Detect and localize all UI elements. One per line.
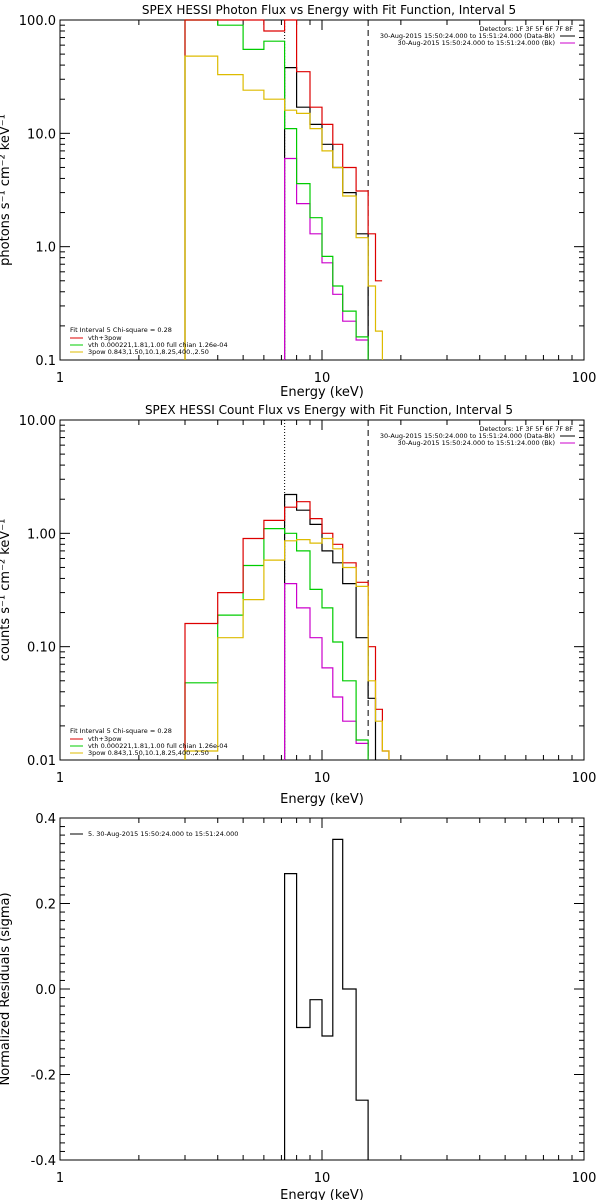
x-tick-label: 10 xyxy=(314,771,331,786)
y-tick-label: 1.0 xyxy=(35,241,56,256)
legend-entry: vth+3pow xyxy=(88,334,122,342)
y-axis-label: counts s⁻¹ cm⁻² keV⁻¹ xyxy=(0,519,13,662)
x-tick-label: 10 xyxy=(314,1171,331,1186)
series-0-histogram xyxy=(284,838,369,1160)
data-series xyxy=(184,493,390,760)
legend-entry: 30-Aug-2015 15:50:24.000 to 15:51:24.000… xyxy=(398,39,555,47)
legend-entry: 30-Aug-2015 15:50:24.000 to 15:51:24.000… xyxy=(380,432,555,440)
x-axis-label: Energy (keV) xyxy=(280,1188,364,1200)
y-tick-label: 10.00 xyxy=(19,414,56,429)
y-tick-label: -0.2 xyxy=(31,1069,56,1084)
legend-top-left: 5. 30-Aug-2015 15:50:24.000 to 15:51:24.… xyxy=(70,830,238,838)
legend-top-right: Detectors: 1F 3F 5F 6F 7F 8F 30-Aug-2015… xyxy=(380,25,575,47)
legend-entry: 30-Aug-2015 15:50:24.000 to 15:51:24.000… xyxy=(398,439,555,447)
x-tick-labels: 1 10 100 xyxy=(56,771,597,786)
chart-title: SPEX HESSI Count Flux vs Energy with Fit… xyxy=(145,403,513,417)
data-series xyxy=(284,838,369,1160)
y-axis-label: Normalized Residuals (sigma) xyxy=(0,892,13,1085)
y-tick-label: 100.0 xyxy=(19,14,56,29)
legend-entry: 30-Aug-2015 15:50:24.000 to 15:51:24.000… xyxy=(380,32,555,40)
series-0-histogram xyxy=(284,493,377,760)
legend-header: Detectors: 1F 3F 5F 6F 7F 8F xyxy=(479,425,573,433)
legend-bottom-left: Fit Interval 5 Chi-square = 0.28 vth+3po… xyxy=(70,727,228,757)
series-2-histogram xyxy=(184,528,369,760)
x-tick-labels: 1 10 100 xyxy=(56,1171,597,1186)
plot-frame xyxy=(59,19,585,361)
y-tick-label: 0.01 xyxy=(27,754,56,769)
y-tick-label: 0.4 xyxy=(35,812,56,827)
legend-entry: vth 0.000221,1.81,1.00 full chian 1.26e-… xyxy=(88,341,228,349)
y-tick-labels: 0.1 1.0 10.0 100.0 xyxy=(19,14,56,369)
legend-header: Fit Interval 5 Chi-square = 0.28 xyxy=(70,326,172,334)
legend-header: Fit Interval 5 Chi-square = 0.28 xyxy=(70,727,172,735)
x-tick-label: 10 xyxy=(314,371,331,386)
x-axis-label: Energy (keV) xyxy=(280,385,364,400)
x-tick-label: 100 xyxy=(572,371,597,386)
legend-header: Detectors: 1F 3F 5F 6F 7F 8F xyxy=(479,25,573,33)
y-tick-label: 0.1 xyxy=(35,354,56,369)
data-series xyxy=(184,19,383,360)
x-tick-labels: 1 10 100 xyxy=(56,371,597,386)
legend-top-right: Detectors: 1F 3F 5F 6F 7F 8F 30-Aug-2015… xyxy=(380,425,575,447)
y-tick-label: 1.00 xyxy=(27,527,56,542)
x-axis-label: Energy (keV) xyxy=(280,792,364,807)
axis-ticks xyxy=(60,20,584,360)
legend-bottom-left: Fit Interval 5 Chi-square = 0.28 vth+3po… xyxy=(70,326,228,356)
y-tick-labels: -0.4 -0.2 0.0 0.2 0.4 xyxy=(31,812,56,1169)
photon-flux-panel: SPEX HESSI Photon Flux vs Energy with Fi… xyxy=(0,3,596,400)
x-tick-label: 1 xyxy=(56,371,64,386)
plot-frame xyxy=(59,817,585,1161)
y-tick-label: 0.10 xyxy=(27,641,56,656)
legend-entry: vth+3pow xyxy=(88,735,122,743)
series-4-histogram xyxy=(184,537,390,760)
legend-entry: 3pow 0.843,1.50,10.1,8.25,400.,2.50 xyxy=(88,749,209,757)
legend-entry: 5. 30-Aug-2015 15:50:24.000 to 15:51:24.… xyxy=(88,830,238,838)
series-4-histogram xyxy=(184,55,383,360)
x-tick-label: 1 xyxy=(56,771,64,786)
y-axis-label: photons s⁻¹ cm⁻² keV⁻¹ xyxy=(0,114,13,266)
count-flux-panel: SPEX HESSI Count Flux vs Energy with Fit… xyxy=(0,403,596,807)
series-3-histogram xyxy=(184,501,390,760)
axis-ticks xyxy=(60,420,584,760)
legend-entry: 3pow 0.843,1.50,10.1,8.25,400.,2.50 xyxy=(88,348,209,356)
y-tick-labels: 0.01 0.10 1.00 10.00 xyxy=(19,414,56,769)
legend-entry: vth 0.000221,1.81,1.00 full chian 1.26e-… xyxy=(88,742,228,750)
chart-title: SPEX HESSI Photon Flux vs Energy with Fi… xyxy=(142,3,516,17)
residuals-panel: Energy (keV) Normalized Residuals (sigma… xyxy=(0,812,596,1200)
x-tick-label: 100 xyxy=(572,1171,597,1186)
y-tick-label: 0.0 xyxy=(35,983,56,998)
y-tick-label: 0.2 xyxy=(35,898,56,913)
series-2-histogram xyxy=(184,19,369,360)
y-tick-label: 10.0 xyxy=(27,127,56,142)
series-3-histogram xyxy=(184,19,383,360)
x-tick-label: 100 xyxy=(572,771,597,786)
x-tick-label: 1 xyxy=(56,1171,64,1186)
y-tick-label: -0.4 xyxy=(31,1154,56,1169)
axis-ticks xyxy=(60,817,584,1161)
